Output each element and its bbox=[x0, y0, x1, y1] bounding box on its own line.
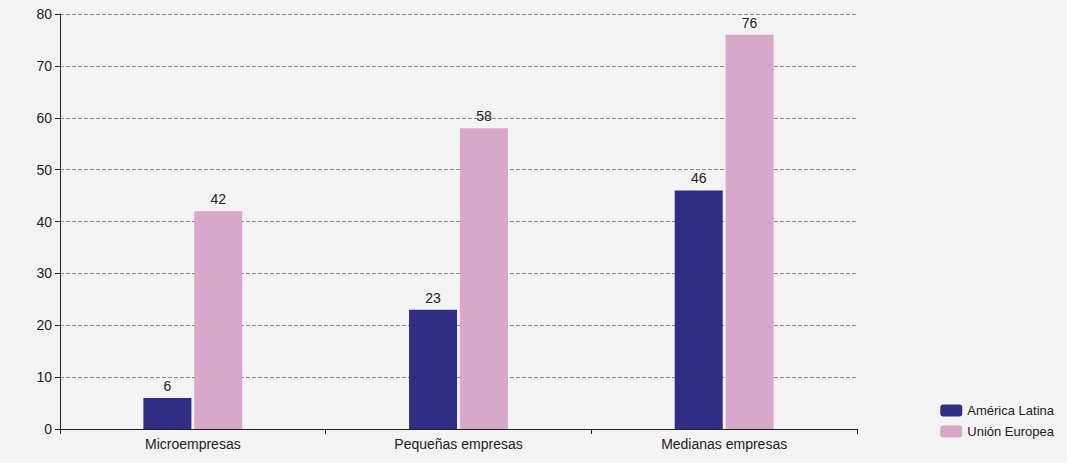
svg-text:40: 40 bbox=[36, 214, 52, 230]
svg-text:30: 30 bbox=[36, 265, 52, 281]
svg-text:20: 20 bbox=[36, 317, 52, 333]
svg-text:Medianas empresas: Medianas empresas bbox=[661, 436, 787, 452]
svg-text:58: 58 bbox=[476, 108, 492, 124]
svg-text:Microempresas: Microempresas bbox=[145, 436, 241, 452]
svg-text:50: 50 bbox=[36, 162, 52, 178]
svg-text:60: 60 bbox=[36, 110, 52, 126]
svg-text:Pequeñas empresas: Pequeñas empresas bbox=[394, 436, 522, 452]
svg-text:76: 76 bbox=[742, 15, 758, 31]
svg-text:46: 46 bbox=[691, 170, 707, 186]
svg-text:Unión Europea: Unión Europea bbox=[967, 424, 1054, 439]
svg-text:42: 42 bbox=[210, 191, 226, 207]
svg-text:70: 70 bbox=[36, 58, 52, 74]
svg-text:6: 6 bbox=[163, 378, 171, 394]
svg-text:10: 10 bbox=[36, 369, 52, 385]
svg-text:80: 80 bbox=[36, 6, 52, 22]
svg-text:América Latina: América Latina bbox=[967, 403, 1054, 418]
svg-text:0: 0 bbox=[44, 421, 52, 437]
svg-text:23: 23 bbox=[425, 290, 441, 306]
